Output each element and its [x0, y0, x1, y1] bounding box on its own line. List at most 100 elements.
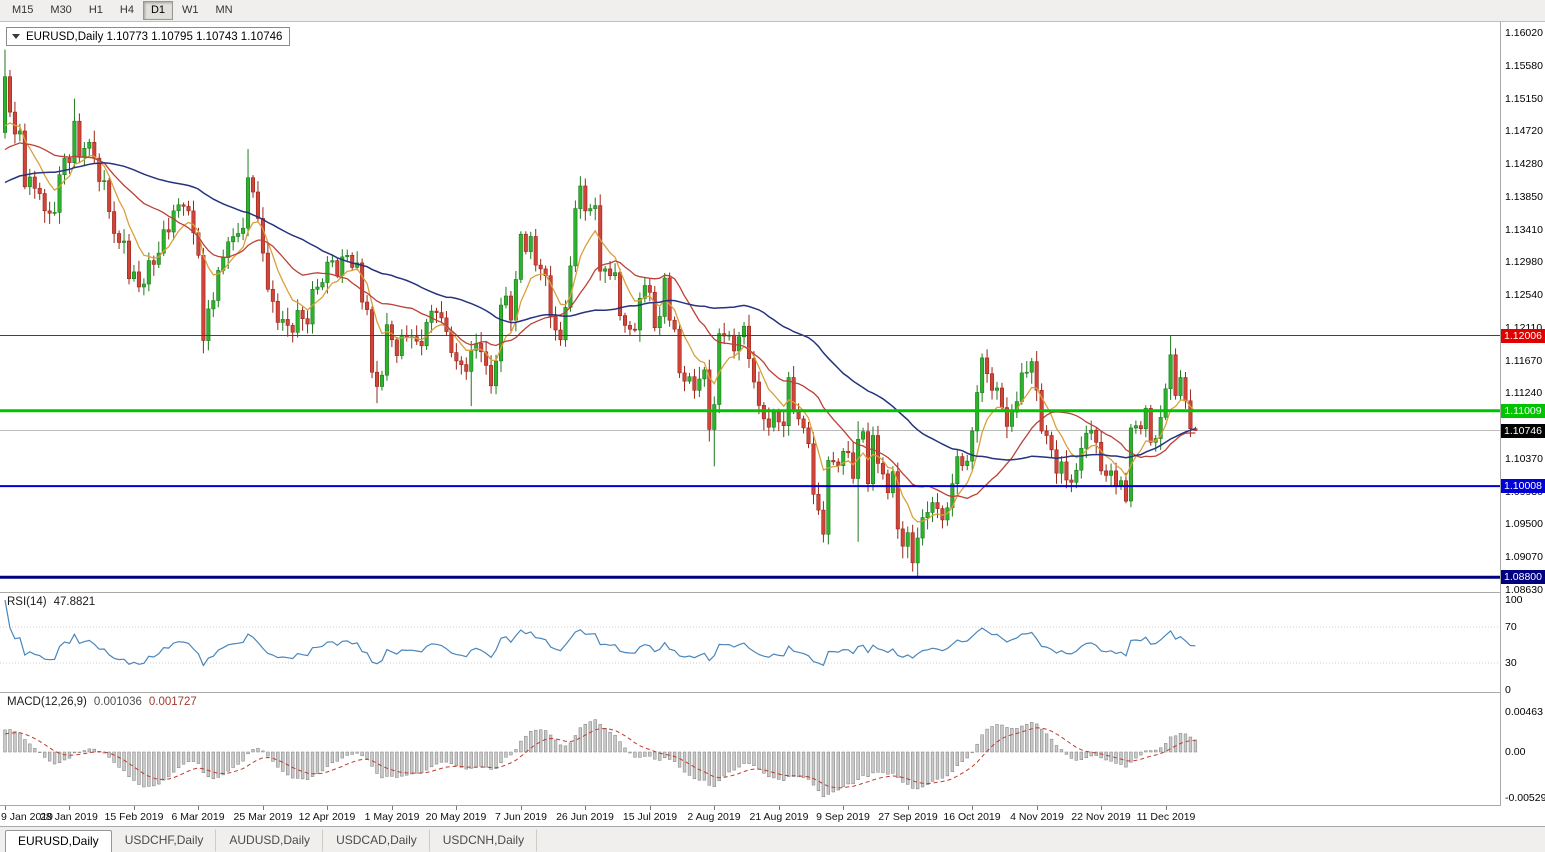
rsi-chart-canvas[interactable]	[0, 593, 1500, 692]
date-label: 15 Jul 2019	[622, 811, 678, 823]
price-level-label: 1.10008	[1501, 479, 1545, 493]
time-axis-tick	[650, 806, 651, 810]
price-axis-tick: 1.09070	[1505, 551, 1543, 563]
chart-tab-audusd[interactable]: AUDUSD,Daily	[216, 829, 324, 852]
chart-tabs-bar: EURUSD,Daily USDCHF,Daily AUDUSD,Daily USDC…	[0, 826, 1545, 852]
price-axis-tick: 1.14280	[1505, 158, 1543, 170]
current-price-label: 1.10746	[1501, 424, 1545, 438]
macd-signal-value: 0.001727	[148, 696, 197, 708]
timeframe-button-m30[interactable]: M30	[50, 4, 72, 16]
price-axis-tick: 1.12540	[1505, 289, 1543, 301]
timeframe-button-d1[interactable]: D1	[142, 1, 173, 20]
rsi-axis-tick: 0	[1505, 684, 1511, 696]
date-label: 15 Feb 2019	[104, 811, 164, 823]
price-axis-tick: 1.11670	[1505, 355, 1543, 367]
price-level-label: 1.08800	[1501, 570, 1545, 584]
dropdown-arrow-icon[interactable]	[12, 34, 20, 39]
time-axis-tick	[1101, 806, 1102, 810]
date-label: 16 Oct 2019	[943, 811, 1001, 823]
price-axis-tick: 1.13410	[1505, 224, 1543, 236]
macd-axis-tick: -0.00529	[1505, 792, 1545, 804]
rsi-axis-tick: 70	[1505, 621, 1517, 633]
ma-slow-blue	[4, 162, 1196, 461]
date-label: 20 May 2019	[425, 811, 487, 823]
rsi-line	[4, 599, 1196, 667]
rsi-indicator-label: RSI(14) 47.8821	[7, 596, 95, 608]
rsi-title: RSI(14)	[7, 596, 47, 608]
time-axis-tick	[263, 806, 264, 810]
time-axis-tick	[134, 806, 135, 810]
ma-mid-red	[4, 142, 1196, 500]
date-label: 21 Aug 2019	[749, 811, 809, 823]
time-axis-tick	[1037, 806, 1038, 810]
price-panel[interactable]: EURUSD,Daily 1.10773 1.10795 1.10743 1.1…	[0, 22, 1500, 593]
chart-tab-usdcad[interactable]: USDCAD,Daily	[323, 829, 430, 852]
timeframe-button-h4[interactable]: H4	[119, 4, 134, 16]
price-axis-tick: 1.10370	[1505, 453, 1543, 465]
date-label: 28 Jan 2019	[40, 811, 98, 823]
date-label: 4 Nov 2019	[1010, 811, 1064, 823]
macd-title: MACD(12,26,9)	[7, 696, 87, 708]
date-label: 6 Mar 2019	[171, 811, 225, 823]
time-axis-tick	[521, 806, 522, 810]
date-label: 26 Jun 2019	[556, 811, 614, 823]
price-axis-tick: 1.12980	[1505, 256, 1543, 268]
macd-chart-canvas[interactable]	[0, 693, 1500, 805]
time-axis-tick	[69, 806, 70, 810]
price-axis-tick: 1.11240	[1505, 387, 1543, 399]
time-axis-tick	[714, 806, 715, 810]
time-axis-tick	[1166, 806, 1167, 810]
rsi-axis-tick: 100	[1505, 594, 1523, 606]
time-axis-tick	[327, 806, 328, 810]
time-axis-tick	[585, 806, 586, 810]
time-axis-tick	[972, 806, 973, 810]
date-label: 9 Jan 2019	[1, 811, 53, 823]
date-label: 7 Jun 2019	[495, 811, 547, 823]
timeframe-button-mn[interactable]: MN	[215, 4, 233, 16]
time-axis-tick	[5, 806, 6, 810]
macd-panel[interactable]: MACD(12,26,9) 0.001036 0.001727	[0, 693, 1500, 806]
timeframe-button-h1[interactable]: H1	[88, 4, 103, 16]
date-label: 12 Apr 2019	[298, 811, 356, 823]
chart-tab-eurusd[interactable]: EURUSD,Daily	[5, 830, 112, 852]
date-label: 27 Sep 2019	[878, 811, 938, 823]
rsi-panel[interactable]: RSI(14) 47.8821	[0, 593, 1500, 693]
price-axis-tick: 1.16020	[1505, 27, 1543, 39]
date-label: 1 May 2019	[364, 811, 420, 823]
date-label: 25 Mar 2019	[233, 811, 293, 823]
time-axis-tick	[198, 806, 199, 810]
date-label: 11 Dec 2019	[1136, 811, 1196, 823]
macd-main-value: 0.001036	[93, 696, 142, 708]
macd-indicator-label: MACD(12,26,9) 0.001036 0.001727	[7, 696, 197, 708]
date-label: 22 Nov 2019	[1071, 811, 1131, 823]
price-axis[interactable]: 1.16020 1.15580 1.15150 1.14720 1.14280 1.138…	[1500, 22, 1545, 806]
macd-axis-tick: 0.00	[1505, 746, 1526, 758]
time-axis-tick	[779, 806, 780, 810]
candles	[2, 49, 1198, 578]
symbol-ohlc-text: EURUSD,Daily 1.10773 1.10795 1.10743 1.1…	[26, 30, 283, 43]
price-chart-canvas[interactable]	[0, 22, 1500, 592]
price-axis-tick: 1.15580	[1505, 60, 1543, 72]
timeframe-toolbar: M15 M30 H1 H4 D1 W1 MN	[0, 0, 1545, 22]
macd-histogram	[3, 719, 1198, 798]
timeframe-button-w1[interactable]: W1	[182, 4, 199, 16]
date-label: 2 Aug 2019	[687, 811, 741, 823]
price-level-label: 1.11009	[1501, 404, 1545, 418]
price-axis-tick: 1.09500	[1505, 518, 1543, 530]
chart-tab-usdcnh[interactable]: USDCNH,Daily	[430, 829, 538, 852]
rsi-value: 47.8821	[53, 596, 96, 608]
time-axis[interactable]: 9 Jan 2019 28 Jan 2019 15 Feb 2019 6 Mar 20…	[0, 806, 1500, 826]
timeframe-button-m15[interactable]: M15	[12, 4, 34, 16]
rsi-axis-tick: 30	[1505, 657, 1517, 669]
time-axis-tick	[908, 806, 909, 810]
ma-fast-orange	[4, 122, 1196, 523]
symbol-info-box[interactable]: EURUSD,Daily 1.10773 1.10795 1.10743 1.1…	[6, 27, 291, 46]
price-axis-tick: 1.08630	[1505, 584, 1543, 596]
macd-signal-line	[4, 727, 1196, 789]
price-level-label: 1.12006	[1501, 329, 1545, 343]
time-axis-tick	[843, 806, 844, 810]
price-axis-tick: 1.14720	[1505, 125, 1543, 137]
chart-tab-usdchf[interactable]: USDCHF,Daily	[112, 829, 217, 852]
time-axis-tick	[392, 806, 393, 810]
